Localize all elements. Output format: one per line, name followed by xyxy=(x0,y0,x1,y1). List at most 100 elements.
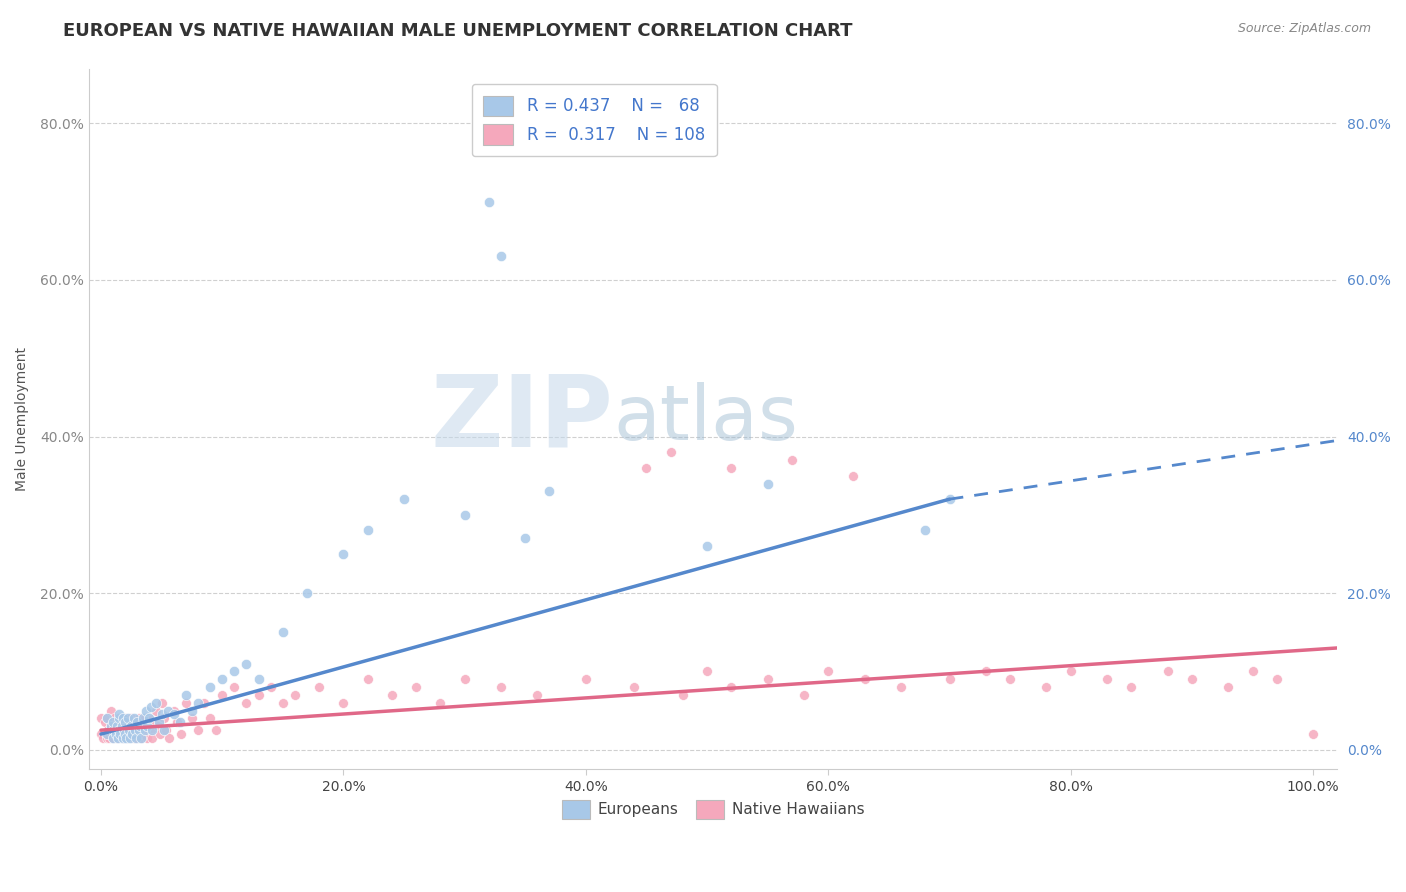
Point xyxy=(111,711,134,725)
Text: Source: ZipAtlas.com: Source: ZipAtlas.com xyxy=(1237,22,1371,36)
Point xyxy=(224,665,246,679)
Point xyxy=(332,547,354,561)
Point xyxy=(174,696,197,710)
Point xyxy=(478,194,501,209)
Point xyxy=(198,711,221,725)
Point xyxy=(163,707,186,722)
Point xyxy=(157,731,180,745)
Point xyxy=(127,731,149,745)
Point xyxy=(120,727,142,741)
Point xyxy=(356,524,378,538)
Point xyxy=(131,719,153,733)
Point xyxy=(128,723,150,738)
Point xyxy=(271,696,294,710)
Point xyxy=(284,688,307,702)
Point xyxy=(122,731,145,745)
Point xyxy=(170,727,193,741)
Point xyxy=(138,711,160,725)
Point xyxy=(107,715,129,730)
Point xyxy=(100,719,122,733)
Point xyxy=(1035,680,1057,694)
Point xyxy=(720,460,742,475)
Point xyxy=(90,711,112,725)
Point xyxy=(101,731,124,745)
Point xyxy=(145,696,167,710)
Point xyxy=(124,715,146,730)
Point xyxy=(111,715,134,730)
Point xyxy=(108,711,131,725)
Point xyxy=(110,723,132,738)
Point xyxy=(121,723,143,738)
Point xyxy=(118,723,141,738)
Point xyxy=(117,711,139,725)
Y-axis label: Male Unemployment: Male Unemployment xyxy=(15,347,30,491)
Point xyxy=(180,711,202,725)
Point xyxy=(193,696,215,710)
Point xyxy=(149,727,172,741)
Point xyxy=(974,665,997,679)
Point xyxy=(114,731,136,745)
Point xyxy=(120,711,142,725)
Point xyxy=(96,711,118,725)
Point xyxy=(136,719,159,733)
Point xyxy=(696,665,718,679)
Point xyxy=(155,723,177,738)
Point xyxy=(1181,673,1204,687)
Point xyxy=(100,719,122,733)
Point xyxy=(101,723,124,738)
Point xyxy=(1060,665,1083,679)
Point xyxy=(124,723,146,738)
Point xyxy=(128,723,150,738)
Point xyxy=(1265,673,1288,687)
Point xyxy=(94,727,117,741)
Point xyxy=(105,731,128,745)
Point xyxy=(108,723,131,738)
Point xyxy=(526,688,548,702)
Point xyxy=(156,704,179,718)
Point xyxy=(110,731,132,745)
Point xyxy=(187,696,209,710)
Point xyxy=(938,492,960,507)
Point xyxy=(153,723,176,738)
Point xyxy=(538,484,561,499)
Text: ZIP: ZIP xyxy=(430,370,613,467)
Point xyxy=(143,715,166,730)
Point xyxy=(110,719,132,733)
Point xyxy=(998,673,1021,687)
Point xyxy=(114,711,136,725)
Point xyxy=(101,715,124,730)
Point xyxy=(96,731,118,745)
Point xyxy=(914,524,936,538)
Point xyxy=(100,704,122,718)
Point xyxy=(793,688,815,702)
Point xyxy=(134,711,156,725)
Point xyxy=(132,711,155,725)
Point xyxy=(1302,727,1324,741)
Point xyxy=(112,723,135,738)
Point xyxy=(235,657,257,671)
Point xyxy=(150,707,173,722)
Point xyxy=(141,723,163,738)
Point xyxy=(453,673,475,687)
Point xyxy=(381,688,404,702)
Point xyxy=(696,539,718,553)
Point xyxy=(114,715,136,730)
Point xyxy=(636,460,658,475)
Point xyxy=(247,673,270,687)
Point xyxy=(247,688,270,702)
Point xyxy=(841,468,863,483)
Point xyxy=(114,727,136,741)
Point xyxy=(108,727,131,741)
Point xyxy=(146,719,169,733)
Point xyxy=(392,492,415,507)
Point xyxy=(135,704,157,718)
Point xyxy=(108,707,131,722)
Point xyxy=(187,723,209,738)
Point xyxy=(198,680,221,694)
Point xyxy=(101,727,124,741)
Point xyxy=(127,715,149,730)
Point xyxy=(125,731,148,745)
Point xyxy=(107,731,129,745)
Point xyxy=(118,715,141,730)
Point xyxy=(101,731,124,745)
